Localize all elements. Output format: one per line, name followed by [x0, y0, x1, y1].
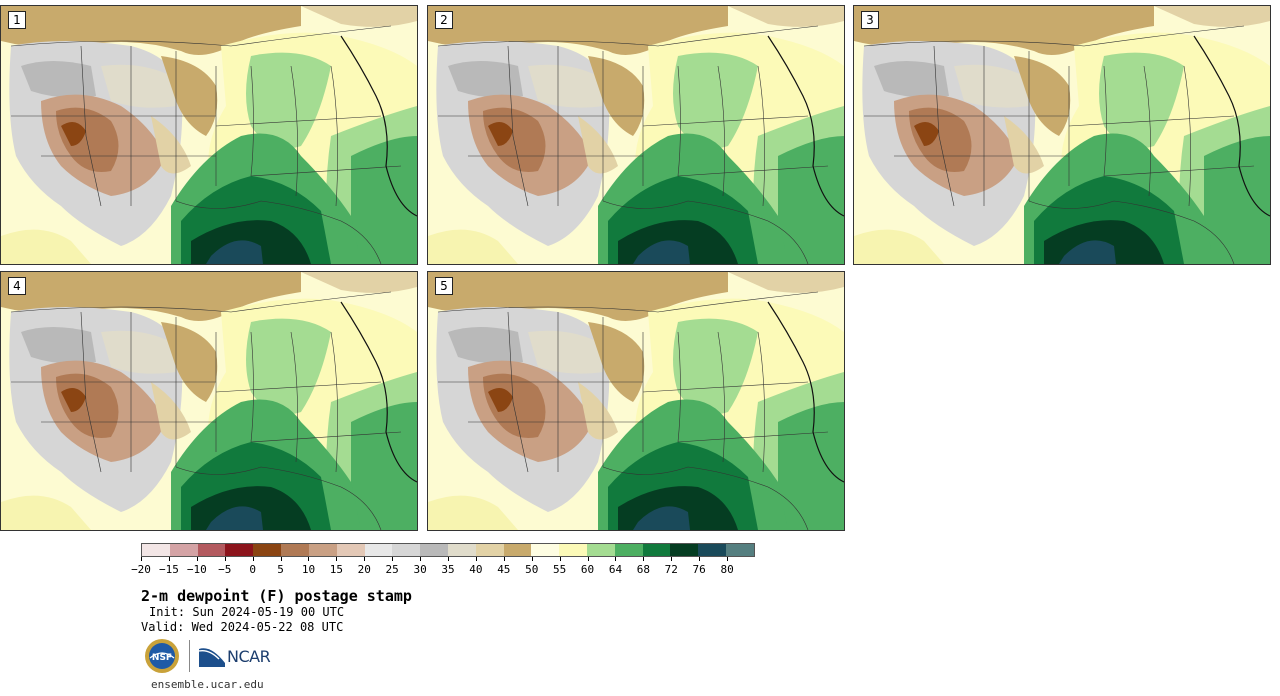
- colorbar-tick: [727, 557, 729, 561]
- panel-number: 2: [435, 11, 453, 29]
- colorbar-tick: [280, 557, 282, 561]
- colorbar-tick-label: 25: [385, 563, 399, 576]
- colorbar-swatch: [670, 544, 699, 556]
- colorbar-tick: [699, 557, 701, 561]
- panel-number: 1: [8, 11, 26, 29]
- stamp-panel-3: 3: [853, 5, 1271, 265]
- colorbar-tick-label: 60: [580, 563, 595, 576]
- colorbar-tick-label: 15: [329, 563, 343, 576]
- init-time: Init: Sun 2024-05-19 00 UTC: [149, 605, 345, 619]
- colorbar-tick: [587, 557, 589, 561]
- colorbar-tick-label: 0: [249, 563, 256, 576]
- colorbar-tick: [671, 557, 673, 561]
- colorbar-tick: [615, 557, 617, 561]
- colorbar-tick-label: −20: [131, 563, 151, 576]
- colorbar-tick-label: 80: [720, 563, 734, 576]
- colorbar-tick-label: −15: [158, 563, 179, 576]
- colorbar-tick-label: 50: [525, 563, 539, 576]
- colorbar-swatch: [726, 544, 754, 556]
- colorbar-swatch: [142, 544, 170, 556]
- colorbar-tick: [475, 557, 477, 561]
- stamp-panel-1: 1: [0, 5, 418, 265]
- colorbar-swatch: [336, 544, 365, 556]
- colorbar-tick: [420, 557, 422, 561]
- colorbar-tick-label: 40: [469, 563, 483, 576]
- colorbar-tick-label: 68: [636, 563, 650, 576]
- panel-number: 3: [861, 11, 879, 29]
- colorbar-tick: [448, 557, 449, 561]
- colorbar-swatch: [614, 544, 643, 556]
- dewpoint-map-5: [428, 272, 844, 530]
- nsf-globe-icon: NSF: [145, 639, 179, 673]
- colorbar-swatch: [308, 544, 337, 556]
- colorbar-tick: [196, 557, 198, 561]
- colorbar-tick: [308, 557, 310, 561]
- colorbar-swatch: [698, 544, 727, 556]
- colorbar-swatch: [559, 544, 587, 556]
- colorbar-tick-label: 5: [277, 563, 284, 576]
- colorbar-swatch: [253, 544, 282, 556]
- colorbar-tick: [141, 557, 142, 561]
- colorbar-swatch: [197, 544, 226, 556]
- stamp-panel-4: 4: [0, 271, 418, 531]
- colorbar-swatch: [169, 544, 198, 556]
- colorbar-swatch: [642, 544, 671, 556]
- colorbar-swatch: [364, 544, 393, 556]
- panel-number: 4: [8, 277, 26, 295]
- colorbar-swatch: [392, 544, 421, 556]
- dewpoint-map-3: [854, 6, 1270, 264]
- colorbar-tick: [224, 557, 226, 561]
- colorbar-tick: [503, 557, 505, 561]
- stamp-panel-2: 2: [427, 5, 845, 265]
- colorbar-swatch: [281, 544, 309, 556]
- colorbar-swatch: [420, 544, 448, 556]
- colorbar-tick-label: −10: [186, 563, 207, 576]
- colorbar-tick: [168, 557, 170, 561]
- colorbar-tick: [364, 557, 366, 561]
- colorbar-tick-label: 45: [497, 563, 511, 576]
- colorbar-tick-label: 30: [413, 563, 427, 576]
- nsf-text: NSF: [152, 653, 172, 663]
- colorbar-tick-label: 20: [357, 563, 371, 576]
- colorbar-swatch: [475, 544, 504, 556]
- logo-divider: [189, 640, 190, 672]
- dewpoint-colorbar: [141, 543, 755, 557]
- colorbar-swatch: [447, 544, 476, 556]
- colorbar-tick: [643, 557, 645, 561]
- colorbar-tick-label: 76: [692, 563, 706, 576]
- colorbar-tick-label: 55: [553, 563, 567, 576]
- ncar-logo-icon: NCAR: [199, 645, 271, 667]
- colorbar-swatch: [531, 544, 560, 556]
- colorbar-tick-label: 64: [608, 563, 623, 576]
- colorbar-swatch: [225, 544, 254, 556]
- colorbar-tick: [531, 557, 533, 561]
- colorbar-tick: [559, 557, 561, 561]
- site-url: ensemble.ucar.edu: [151, 678, 264, 691]
- ncar-wave-icon: [199, 648, 225, 667]
- dewpoint-map-2: [428, 6, 844, 264]
- colorbar-tick-label: −5: [218, 563, 232, 576]
- ncar-text: NCAR: [227, 646, 271, 666]
- colorbar-tick-label: 72: [664, 563, 678, 576]
- colorbar-tick: [392, 557, 394, 561]
- panel-number: 5: [435, 277, 453, 295]
- chart-title: 2-m dewpoint (F) postage stamp: [141, 587, 412, 605]
- colorbar-swatch: [503, 544, 532, 556]
- valid-time: Valid: Wed 2024-05-22 08 UTC: [141, 620, 344, 634]
- colorbar-tick-label: 10: [301, 563, 316, 576]
- stamp-panel-5: 5: [427, 271, 845, 531]
- colorbar-tick: [252, 557, 254, 561]
- colorbar-ticks: −20 −15 −10 −5 0 5 10 15 20 25 30 35 40 45 50 55 60 64 68 7…: [131, 557, 755, 577]
- dewpoint-map-4: [1, 272, 417, 530]
- dewpoint-map-1: [1, 6, 417, 264]
- colorbar-tick-label: 35: [441, 563, 455, 576]
- colorbar-tick: [336, 557, 338, 561]
- colorbar-swatch: [587, 544, 615, 556]
- logo-row: NSF NCAR: [144, 638, 271, 674]
